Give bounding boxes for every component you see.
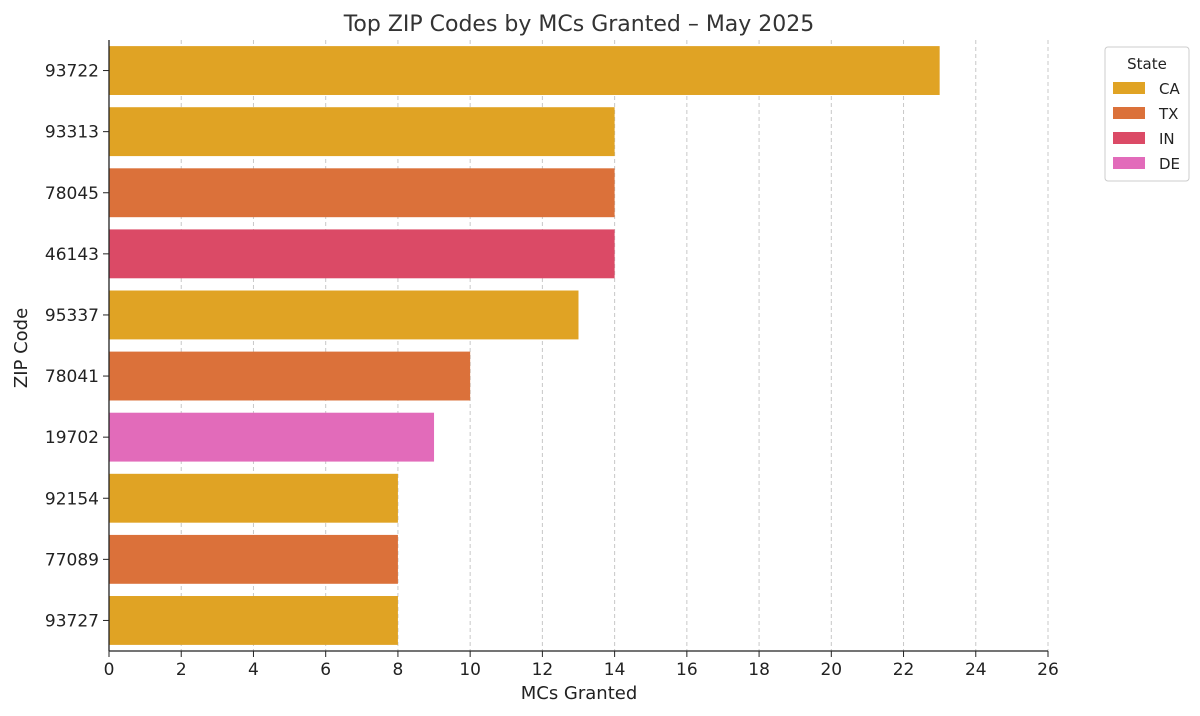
bar [109, 229, 615, 279]
y-tick-label: 93722 [45, 62, 99, 82]
x-tick-label: 22 [893, 660, 915, 680]
x-tick-label: 6 [320, 660, 331, 680]
bar [109, 351, 471, 401]
y-axis-label: ZIP Code [11, 308, 32, 388]
x-tick-label: 2 [176, 660, 187, 680]
legend-label: IN [1159, 130, 1175, 148]
y-tick-label: 93313 [45, 123, 99, 143]
bar [109, 46, 940, 95]
x-tick-label: 18 [748, 660, 770, 680]
y-tick-label: 19702 [45, 428, 99, 448]
bar [109, 534, 398, 584]
legend-box [1104, 46, 1190, 182]
legend-swatch [1113, 157, 1145, 169]
y-tick-label: 46143 [45, 245, 99, 265]
y-ticks: 93722 93313 78045 46143 95337 78041 19702 92154… [45, 62, 109, 631]
x-tick-label: 4 [248, 660, 259, 680]
chart-title: Top ZIP Codes by MCs Granted – May 2025 [343, 12, 815, 37]
axes [108, 40, 1048, 652]
x-tick-label: 14 [604, 660, 626, 680]
y-tick-label: 92154 [45, 489, 99, 509]
x-tick-label: 26 [1037, 660, 1059, 680]
legend-items: CA TX IN DE [1113, 80, 1180, 173]
x-tick-label: 20 [820, 660, 842, 680]
legend: State CA TX IN DE [1104, 46, 1190, 182]
bar [109, 473, 398, 523]
y-tick-label: 93727 [45, 611, 99, 631]
legend-swatch [1113, 107, 1145, 119]
x-tick-label: 0 [104, 660, 115, 680]
x-tick-label: 10 [459, 660, 481, 680]
y-tick-label: 95337 [45, 306, 99, 326]
x-ticks: 0 2 4 6 8 10 12 14 16 18 20 22 24 26 [104, 651, 1059, 680]
legend-label: DE [1159, 155, 1180, 173]
x-axis-label: MCs Granted [521, 683, 638, 704]
y-tick-label: 77089 [45, 550, 99, 570]
bars [109, 46, 940, 645]
y-tick-label: 78045 [45, 184, 99, 204]
bar [109, 168, 615, 218]
legend-title: State [1127, 55, 1167, 73]
bar [109, 412, 435, 462]
bar [109, 107, 615, 157]
bar [109, 596, 398, 645]
y-tick-label: 78041 [45, 367, 99, 387]
legend-label: TX [1158, 105, 1178, 123]
x-tick-label: 8 [393, 660, 404, 680]
legend-swatch [1113, 132, 1145, 144]
x-tick-label: 24 [965, 660, 987, 680]
x-tick-label: 12 [532, 660, 554, 680]
legend-swatch [1113, 82, 1145, 94]
bar [109, 290, 579, 340]
x-tick-label: 16 [676, 660, 698, 680]
legend-label: CA [1159, 80, 1180, 98]
